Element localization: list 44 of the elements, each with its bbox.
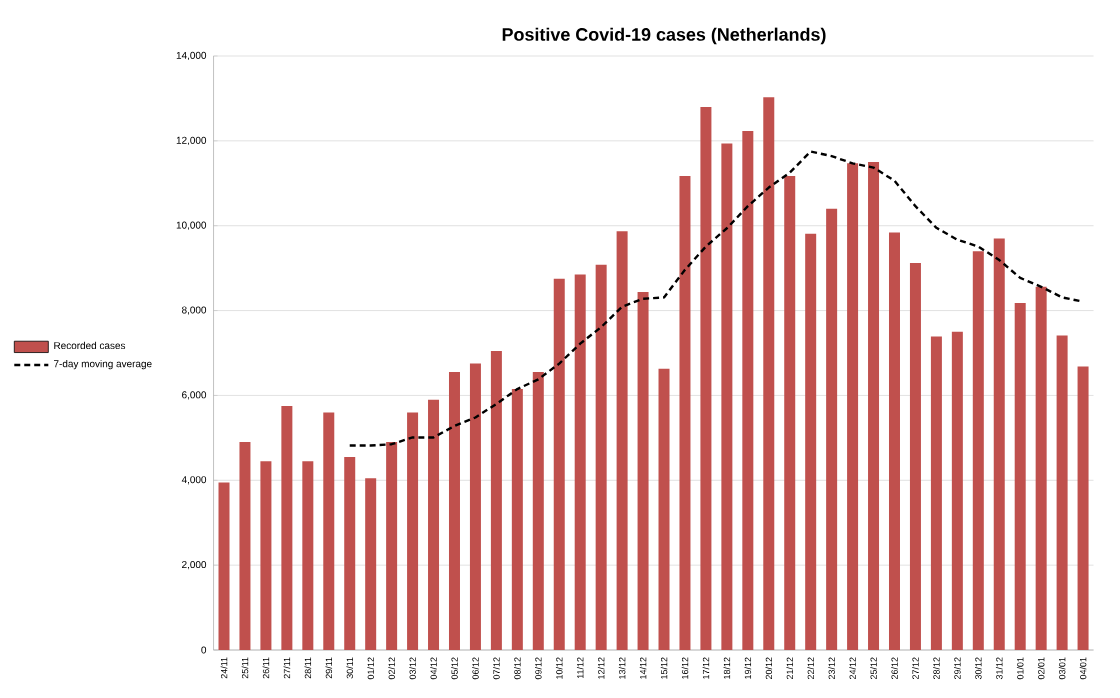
bar: [700, 106, 712, 650]
bar: [386, 442, 398, 650]
bar: [260, 461, 272, 650]
bar: [972, 251, 984, 650]
bar: [1056, 335, 1068, 650]
bar: [511, 389, 523, 650]
bar: [595, 264, 607, 650]
bar: [365, 478, 377, 650]
bar: [742, 131, 754, 650]
bar: [993, 238, 1005, 650]
line-series: [348, 150, 1085, 447]
bar: [218, 482, 230, 650]
bar: [616, 231, 628, 650]
bar: [637, 291, 649, 650]
bar: [448, 372, 460, 650]
bar: [344, 456, 356, 650]
bar: [553, 278, 565, 650]
bar: [407, 412, 419, 650]
chart-title: Positive Covid-19 cases (Netherlands): [502, 27, 826, 45]
bar: [302, 461, 314, 650]
bar: [658, 368, 670, 650]
bar: [428, 399, 440, 650]
bar: [469, 363, 481, 650]
bar: [805, 233, 817, 650]
bar: [323, 412, 335, 650]
bar: [847, 163, 859, 650]
bar: [1035, 286, 1047, 650]
bar: [763, 97, 775, 650]
bar: [909, 263, 921, 650]
bar: [281, 406, 293, 650]
bar: [721, 143, 733, 650]
bar: [239, 442, 251, 650]
bar: [679, 176, 691, 650]
bar: [784, 176, 796, 650]
bar: [868, 162, 880, 650]
bar: [826, 208, 838, 650]
bar: [574, 274, 586, 650]
bar: [888, 232, 900, 650]
bar: [532, 372, 544, 650]
bar: [930, 336, 942, 650]
bar: [951, 331, 963, 650]
bar: [1014, 302, 1026, 650]
bar: [1077, 366, 1089, 650]
bar: [490, 350, 502, 650]
